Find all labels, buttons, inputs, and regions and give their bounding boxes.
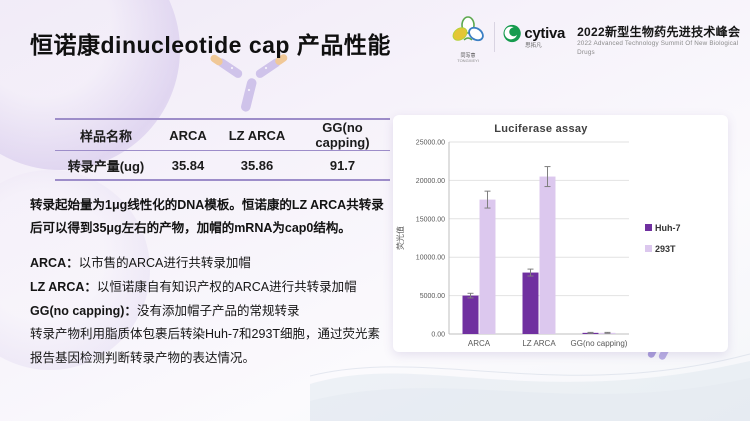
x-tick-label: ARCA — [468, 339, 491, 348]
chart-card: 0.00 5000.00 10000.00 15000.00 20000.00 25000… — [393, 115, 728, 352]
summit-subtitle: 2022 Advanced Technology Summit Of New B… — [577, 40, 739, 56]
table-header-cell: GG(no capping) — [315, 120, 370, 150]
y-tick-label: 25000.00 — [416, 140, 445, 147]
bar-Huh-7-LZ ARCA — [522, 272, 539, 334]
header-logos: 同写意 TONGXIEYI cytiva 思拓凡 2022新型生物药先进技术峰会… — [448, 16, 750, 66]
logo-divider — [494, 22, 496, 52]
intro-paragraph: 转录起始量为1μg线性化的DNA模板。恒诺康的LZ ARCA共转录后可以得到35… — [30, 198, 384, 235]
tongxieyi-logo: 同写意 TONGXIEYI — [448, 16, 488, 63]
bar-293T-LZ ARCA — [539, 176, 556, 334]
sample-table: 样品名称 ARCA LZ ARCA GG(no capping) 转录产量(ug… — [55, 118, 390, 181]
tongxieyi-name: 同写意 — [460, 53, 476, 59]
footer-note: 转录产物利用脂质体包裹后转染Huh-7和293T细胞，通过荧光素报告基因检测判断… — [30, 327, 381, 365]
cytiva-subtext: 思拓凡 — [525, 43, 542, 49]
table-row: 转录产量(ug) 35.84 35.86 91.7 — [55, 151, 390, 180]
table-header-cell: LZ ARCA — [228, 127, 286, 143]
y-tick-label: 5000.00 — [420, 293, 445, 300]
legend-label-Huh-7: Huh-7 — [655, 223, 681, 233]
note-label: ARCA： — [30, 256, 79, 270]
legend-label-293T: 293T — [655, 244, 676, 254]
tongxieyi-subtext: TONGXIEYI — [457, 58, 479, 63]
y-tick-label: 10000.00 — [416, 255, 445, 262]
wave-decoration — [310, 353, 750, 421]
cytiva-wordmark: cytiva — [524, 25, 566, 42]
x-tick-label: GG(no capping) — [571, 339, 628, 348]
bar-293T-ARCA — [479, 199, 496, 334]
table-header-row: 样品名称 ARCA LZ ARCA GG(no capping) — [55, 119, 390, 151]
note-line-arca: ARCA：以市售的ARCA进行共转录加帽 — [30, 252, 392, 276]
note-text: 以恒诺康自有知识产权的ARCA进行共转录加帽 — [96, 279, 357, 294]
luciferase-chart: 0.00 5000.00 10000.00 15000.00 20000.00 25000… — [395, 123, 681, 348]
cytiva-logo: cytiva 思拓凡 — [503, 24, 565, 50]
table-cell: 35.84 — [171, 157, 205, 173]
y-axis-label: 荧光值 — [395, 226, 405, 250]
table-cell: 91.7 — [329, 157, 356, 173]
x-tick-label: LZ ARCA — [522, 339, 556, 348]
page-title: 恒诺康dinucleotide cap 产品性能 — [30, 32, 391, 58]
note-label: LZ ARCA： — [30, 279, 97, 294]
cytiva-icon — [503, 24, 521, 43]
note-line-gg: GG(no capping)：没有添加帽子产品的常规转录 — [30, 300, 392, 324]
table-cell: 35.86 — [240, 157, 274, 173]
antibody-icon — [210, 54, 288, 112]
note-text: 没有添加帽子产品的常规转录 — [136, 303, 300, 318]
legend-swatch-293T — [645, 245, 652, 252]
legend-swatch-Huh-7 — [645, 224, 652, 231]
y-tick-label: 0.00 — [431, 332, 445, 339]
y-tick-label: 15000.00 — [416, 216, 445, 223]
chart-title: Luciferase assay — [494, 123, 588, 135]
summit-block: 2022新型生物药先进技术峰会 2022 Advanced Technology… — [577, 26, 750, 57]
note-label: GG(no capping)： — [30, 303, 137, 318]
flower-icon — [452, 16, 484, 42]
summit-title: 2022新型生物药先进技术峰会 — [577, 25, 741, 39]
method-notes: ARCA：以市售的ARCA进行共转录加帽 LZ ARCA：以恒诺康自有知识产权的… — [30, 252, 392, 371]
table-header-cell: 样品名称 — [79, 128, 132, 144]
note-line-lz-arca: LZ ARCA：以恒诺康自有知识产权的ARCA进行共转录加帽 — [30, 276, 392, 300]
table-cell: 转录产量(ug) — [67, 158, 145, 174]
bar-Huh-7-ARCA — [462, 295, 479, 334]
y-tick-label: 20000.00 — [416, 178, 445, 185]
table-header-cell: ARCA — [169, 127, 207, 143]
note-text: 以市售的ARCA进行共转录加帽 — [78, 256, 251, 270]
